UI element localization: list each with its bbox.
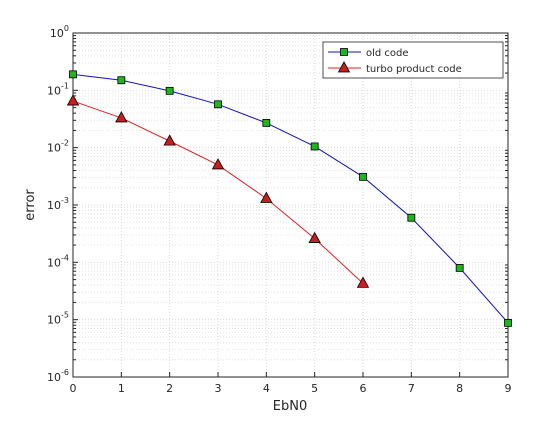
- marker: [310, 142, 319, 151]
- legend-marker: [337, 61, 351, 73]
- marker: [69, 70, 77, 79]
- x-tick-label: 1: [118, 382, 125, 395]
- marker: [66, 94, 80, 106]
- y-tick-label: 100: [50, 24, 69, 40]
- x-tick-label: 6: [360, 382, 367, 395]
- x-tick-label: 9: [505, 382, 512, 395]
- legend-label: turbo product code: [366, 64, 462, 75]
- y-tick-label: 10-4: [47, 253, 69, 269]
- marker: [308, 231, 321, 243]
- x-tick-label: 5: [311, 382, 318, 395]
- marker: [211, 158, 225, 170]
- x-tick-label: 8: [456, 382, 463, 395]
- marker: [165, 86, 174, 95]
- x-tick-label: 4: [263, 382, 270, 395]
- x-tick-label: 3: [215, 382, 222, 395]
- marker: [260, 191, 273, 203]
- marker: [356, 276, 370, 288]
- marker: [115, 111, 128, 123]
- y-tick-label: 10-6: [47, 368, 69, 384]
- marker: [214, 100, 222, 109]
- axes-box: [72, 32, 509, 378]
- x-tick-label: 0: [70, 382, 77, 395]
- y-tick-label: 10-5: [47, 311, 69, 327]
- x-axis-label: EbN0: [273, 399, 307, 414]
- series-line: [72, 73, 509, 324]
- marker: [359, 172, 367, 181]
- marker: [117, 76, 126, 85]
- marker: [163, 134, 176, 146]
- legend-marker: [340, 48, 348, 56]
- x-tick-label: 2: [166, 382, 173, 395]
- y-tick-label: 10-3: [47, 196, 69, 212]
- y-tick-label: 10-2: [47, 139, 69, 155]
- legend-box: [322, 41, 504, 79]
- marker: [262, 119, 271, 127]
- marker: [455, 263, 464, 272]
- marker: [504, 318, 512, 327]
- y-tick-label: 10-1: [47, 81, 69, 97]
- legend-label: old code: [366, 48, 409, 59]
- y-axis-label: error: [23, 189, 38, 221]
- x-tick-label: 7: [408, 382, 415, 395]
- marker: [407, 213, 416, 222]
